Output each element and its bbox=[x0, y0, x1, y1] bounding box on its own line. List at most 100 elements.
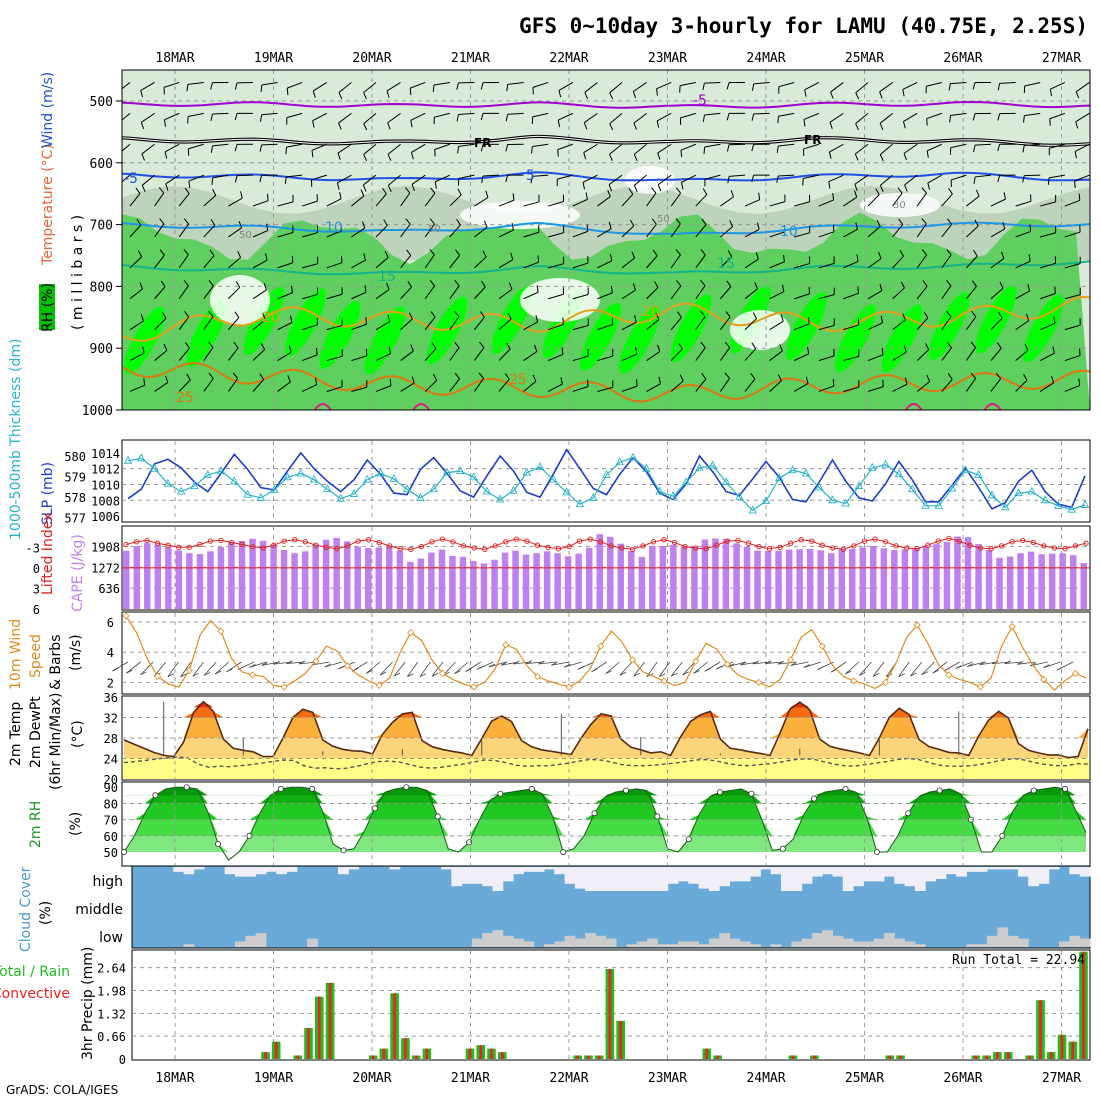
wind10m-barb-flag bbox=[619, 671, 626, 676]
rh-dry-patch bbox=[460, 201, 580, 229]
wind-barb-shaft bbox=[122, 82, 131, 90]
wind-barb-shaft bbox=[1040, 262, 1056, 269]
cloud-high-bar bbox=[265, 867, 277, 872]
wind-barb-shaft bbox=[818, 324, 835, 331]
cloud-high-bar bbox=[513, 867, 524, 875]
cape-bar bbox=[754, 550, 761, 609]
wind-barb-shaft bbox=[532, 112, 549, 118]
wind-barb-shaft bbox=[670, 223, 681, 238]
li-point bbox=[587, 536, 593, 542]
top-date-label: 21MAR bbox=[451, 51, 490, 66]
wind-barb-shaft bbox=[879, 82, 893, 93]
wind-barb-shaft bbox=[646, 192, 657, 207]
wind-barb-shaft bbox=[326, 386, 343, 392]
wind-barb-shaft bbox=[927, 143, 943, 152]
cape-bar bbox=[575, 553, 582, 609]
wind-barb-shaft bbox=[449, 194, 462, 207]
wind10m-point bbox=[1008, 623, 1016, 631]
cape-bar bbox=[1048, 553, 1056, 609]
wind-barb-shaft bbox=[965, 347, 977, 361]
cape-bar bbox=[291, 553, 298, 609]
wind-barb-flag bbox=[758, 192, 761, 200]
cloud-low-bar bbox=[307, 938, 318, 947]
wind-barb-flag bbox=[188, 181, 191, 189]
wind10m-barb-flag bbox=[845, 670, 852, 675]
cape-bar bbox=[375, 547, 382, 609]
wind10m-point bbox=[755, 678, 763, 686]
slp-axis-label: SLP (mb) bbox=[40, 462, 56, 525]
bottom-date-label: 18MAR bbox=[155, 1071, 194, 1086]
cloud-high-bar bbox=[1038, 867, 1050, 884]
wind-barb-shaft bbox=[277, 292, 293, 300]
cloud-high-bar bbox=[461, 867, 473, 884]
run-total-label: Run Total = 22.94 bbox=[952, 953, 1085, 968]
precip-convective-bar bbox=[974, 1055, 978, 1059]
wind-barb-shaft bbox=[803, 174, 819, 179]
li-point bbox=[798, 537, 804, 543]
wind10m-barb-flag bbox=[752, 660, 759, 665]
top-date-label: 18MAR bbox=[155, 51, 194, 66]
wind-barb-shaft bbox=[261, 143, 278, 146]
wind10m-point bbox=[312, 657, 320, 665]
wind-barb-shaft bbox=[410, 81, 426, 89]
wind10m-tick-label: 2 bbox=[107, 676, 114, 690]
cloud-high-bar bbox=[997, 867, 1009, 870]
wind10m-barb bbox=[845, 661, 860, 675]
li-point bbox=[408, 546, 414, 552]
wind-barb-flag bbox=[879, 123, 884, 130]
cloud-low-bar bbox=[574, 938, 586, 947]
isotherm-label-20: 20 bbox=[642, 304, 660, 320]
li-point bbox=[165, 542, 171, 548]
wind-barb-shaft bbox=[203, 347, 214, 361]
cloud-high-bar bbox=[276, 867, 287, 875]
temperature-axis-label: Temperature (°C) bbox=[40, 144, 56, 266]
wind-barb-shaft bbox=[990, 287, 1004, 300]
wind-barb-shaft bbox=[227, 378, 239, 392]
wind-barb-shaft bbox=[855, 82, 869, 94]
cloud-high-bar bbox=[245, 867, 257, 877]
precip-convective-bar bbox=[490, 1048, 493, 1059]
cape-bar bbox=[638, 556, 646, 609]
rh-point bbox=[685, 836, 692, 843]
wind-barb-flag bbox=[340, 223, 343, 231]
thickness-tick-label: 578 bbox=[64, 491, 86, 505]
wind-barb-flag bbox=[973, 249, 978, 257]
thickness-point bbox=[761, 496, 771, 504]
wind-barb-shaft bbox=[261, 81, 278, 86]
wind-barb-shaft bbox=[326, 230, 342, 238]
grads-credit: GrADS: COLA/IGES bbox=[6, 1083, 118, 1097]
wind-barb-shaft bbox=[188, 174, 204, 182]
wind-barb-flag bbox=[1000, 251, 1005, 259]
cloud-low-bar bbox=[1017, 938, 1029, 947]
cape-bar bbox=[165, 547, 172, 609]
wind10m-barb-flag bbox=[513, 660, 520, 665]
li-point bbox=[998, 543, 1005, 549]
wind-barb-flag bbox=[388, 346, 391, 354]
wind10m-barb bbox=[419, 661, 431, 677]
wind-barb-shaft bbox=[597, 228, 612, 238]
rh-tick-label: 80 bbox=[104, 797, 118, 811]
wind-barb-flag bbox=[854, 153, 859, 161]
cloud-high-bar bbox=[1079, 867, 1091, 877]
wind-barb-flag bbox=[776, 145, 779, 153]
wind-barb-flag bbox=[457, 188, 462, 196]
wind-barb-flag bbox=[727, 250, 733, 257]
cloud-high-bar bbox=[1048, 867, 1060, 870]
cape-bar bbox=[259, 540, 267, 609]
wind-barb-flag bbox=[1073, 180, 1076, 188]
wind-barb-shaft bbox=[916, 254, 928, 269]
wind10m-barb-flag bbox=[777, 660, 785, 665]
wind10m-barb-flag bbox=[324, 663, 332, 668]
thickness-point bbox=[1040, 495, 1050, 504]
wind-barb-flag bbox=[537, 255, 540, 263]
wind10m-line-barbs: 642 bbox=[107, 612, 1090, 693]
wind-barb-flag bbox=[832, 192, 835, 201]
wind-barb-shaft bbox=[597, 386, 613, 392]
wind-barb-flag bbox=[361, 221, 366, 229]
wind-barb-shaft bbox=[351, 195, 365, 207]
wind-barb-flag bbox=[727, 176, 730, 184]
temp2m-label-3: (6hr Min/Max) bbox=[48, 693, 64, 790]
wind-barb-shaft bbox=[744, 378, 756, 392]
wind-barb-flag bbox=[410, 152, 414, 160]
